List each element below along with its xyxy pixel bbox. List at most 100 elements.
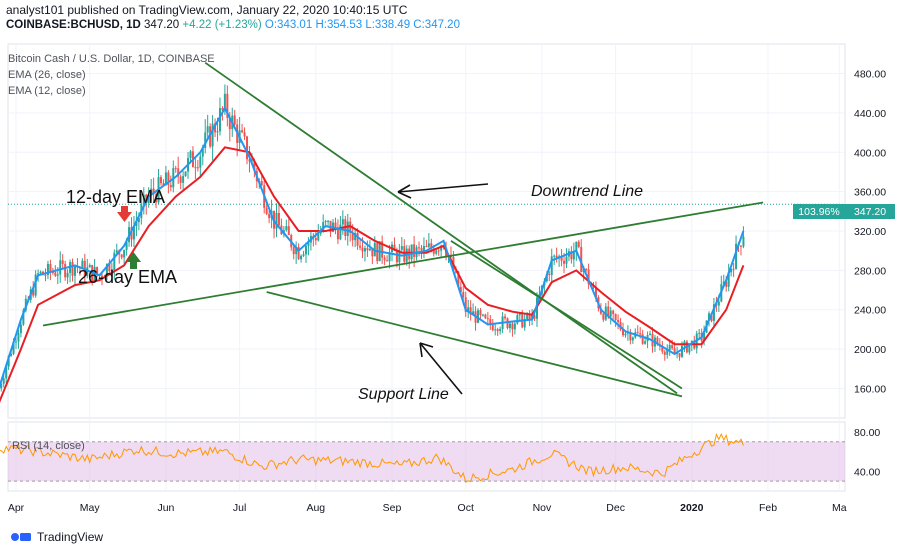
candle-body [395,250,398,263]
candle-body [32,289,35,296]
candle-body [189,151,192,159]
candle-body [88,264,91,268]
candle-body [363,248,366,252]
price-tag-label: 347.20 [854,206,886,218]
candle-body [132,226,135,240]
candle-body [51,272,54,274]
candle-body [354,232,357,241]
y-tick-label: 280.00 [854,265,886,277]
y-tick-label: 200.00 [854,344,886,356]
candle-body [15,341,17,343]
candle-body [71,262,74,276]
x-tick-label: May [80,502,101,514]
candle-body [194,167,197,169]
trendline [266,291,683,398]
candle-body [437,250,440,252]
candle-body [712,304,715,321]
candle-body [113,252,116,271]
candle-body [66,272,69,278]
candle-body [265,207,268,214]
candle-body [481,314,484,316]
pct-tag-label: 103.96% [798,206,839,218]
candle-body [115,250,118,253]
candle-body [504,316,507,319]
price-chart[interactable]: 160.00 200.00 240.00 280.00 320.00 360.00 400.… [0,36,900,526]
candle-body [612,310,615,315]
candle-body [287,226,290,235]
candle-body [688,344,691,353]
high-value: H:354.53 [315,19,363,31]
candle-body [86,267,89,277]
candle-body [125,242,128,250]
candle-body [302,254,305,256]
candle-body [34,274,37,296]
candle-body [292,247,295,255]
candle-body [435,250,438,254]
candle-body [518,313,521,316]
candle-body [727,272,730,287]
candle-body [59,260,62,275]
candle-body [162,183,165,186]
candle-body [22,310,25,325]
candle-body [17,333,20,342]
ema12-line [0,105,745,389]
x-tick-label: Jun [157,502,174,514]
candle-body [10,353,13,356]
candles [0,84,745,392]
candle-body [167,172,170,186]
candle-body [563,260,566,264]
candle-body [110,270,113,272]
candle-body [496,329,499,332]
candle-body [174,168,177,170]
grid [7,43,846,492]
candle-body [164,172,167,186]
candle-body [472,311,475,315]
footer[interactable]: TradingView [10,530,103,544]
candle-body [703,332,706,341]
candle-body [609,310,612,317]
candle-body [277,212,280,226]
candle-body [722,281,725,285]
candle-body [155,194,158,203]
candle-body [494,329,497,331]
candle-body [147,195,150,203]
candle-body [46,263,49,275]
candle-body [152,188,155,195]
candle-body [179,176,182,183]
candle-body [317,233,320,241]
candle-body [418,247,421,249]
candle-body [508,323,511,329]
candle-body [459,287,462,293]
price-tag [845,204,895,219]
candle-body [506,318,509,329]
candle-body [145,194,148,203]
candle-body [201,148,204,157]
candle-body [300,255,303,260]
y-tick-label: 160.00 [854,383,886,395]
candle-body [56,274,59,276]
candle-body [359,245,362,248]
candle-body [513,323,516,330]
trendline [450,240,683,390]
candle-body [673,348,676,354]
candle-body [260,181,263,186]
candle-body [221,108,224,110]
candle-body [142,194,145,205]
x-tick-label: Aug [306,502,325,514]
candle-body [499,328,502,332]
candle-body [680,345,683,357]
open-value: O:343.01 [264,19,313,31]
candle-body [528,313,531,320]
candle-body [268,213,271,219]
candle-body [123,249,126,258]
candle-body [464,297,467,313]
publisher-line: analyst101 published on TradingView.com,… [6,3,408,17]
series-lines [0,105,845,403]
candle-body [383,257,386,261]
arrow-up-left-icon [419,342,463,395]
candle-body [565,256,568,264]
candle-body [61,260,64,264]
candle-body [629,331,632,341]
candle-body [732,268,735,270]
candle-body [366,248,369,251]
